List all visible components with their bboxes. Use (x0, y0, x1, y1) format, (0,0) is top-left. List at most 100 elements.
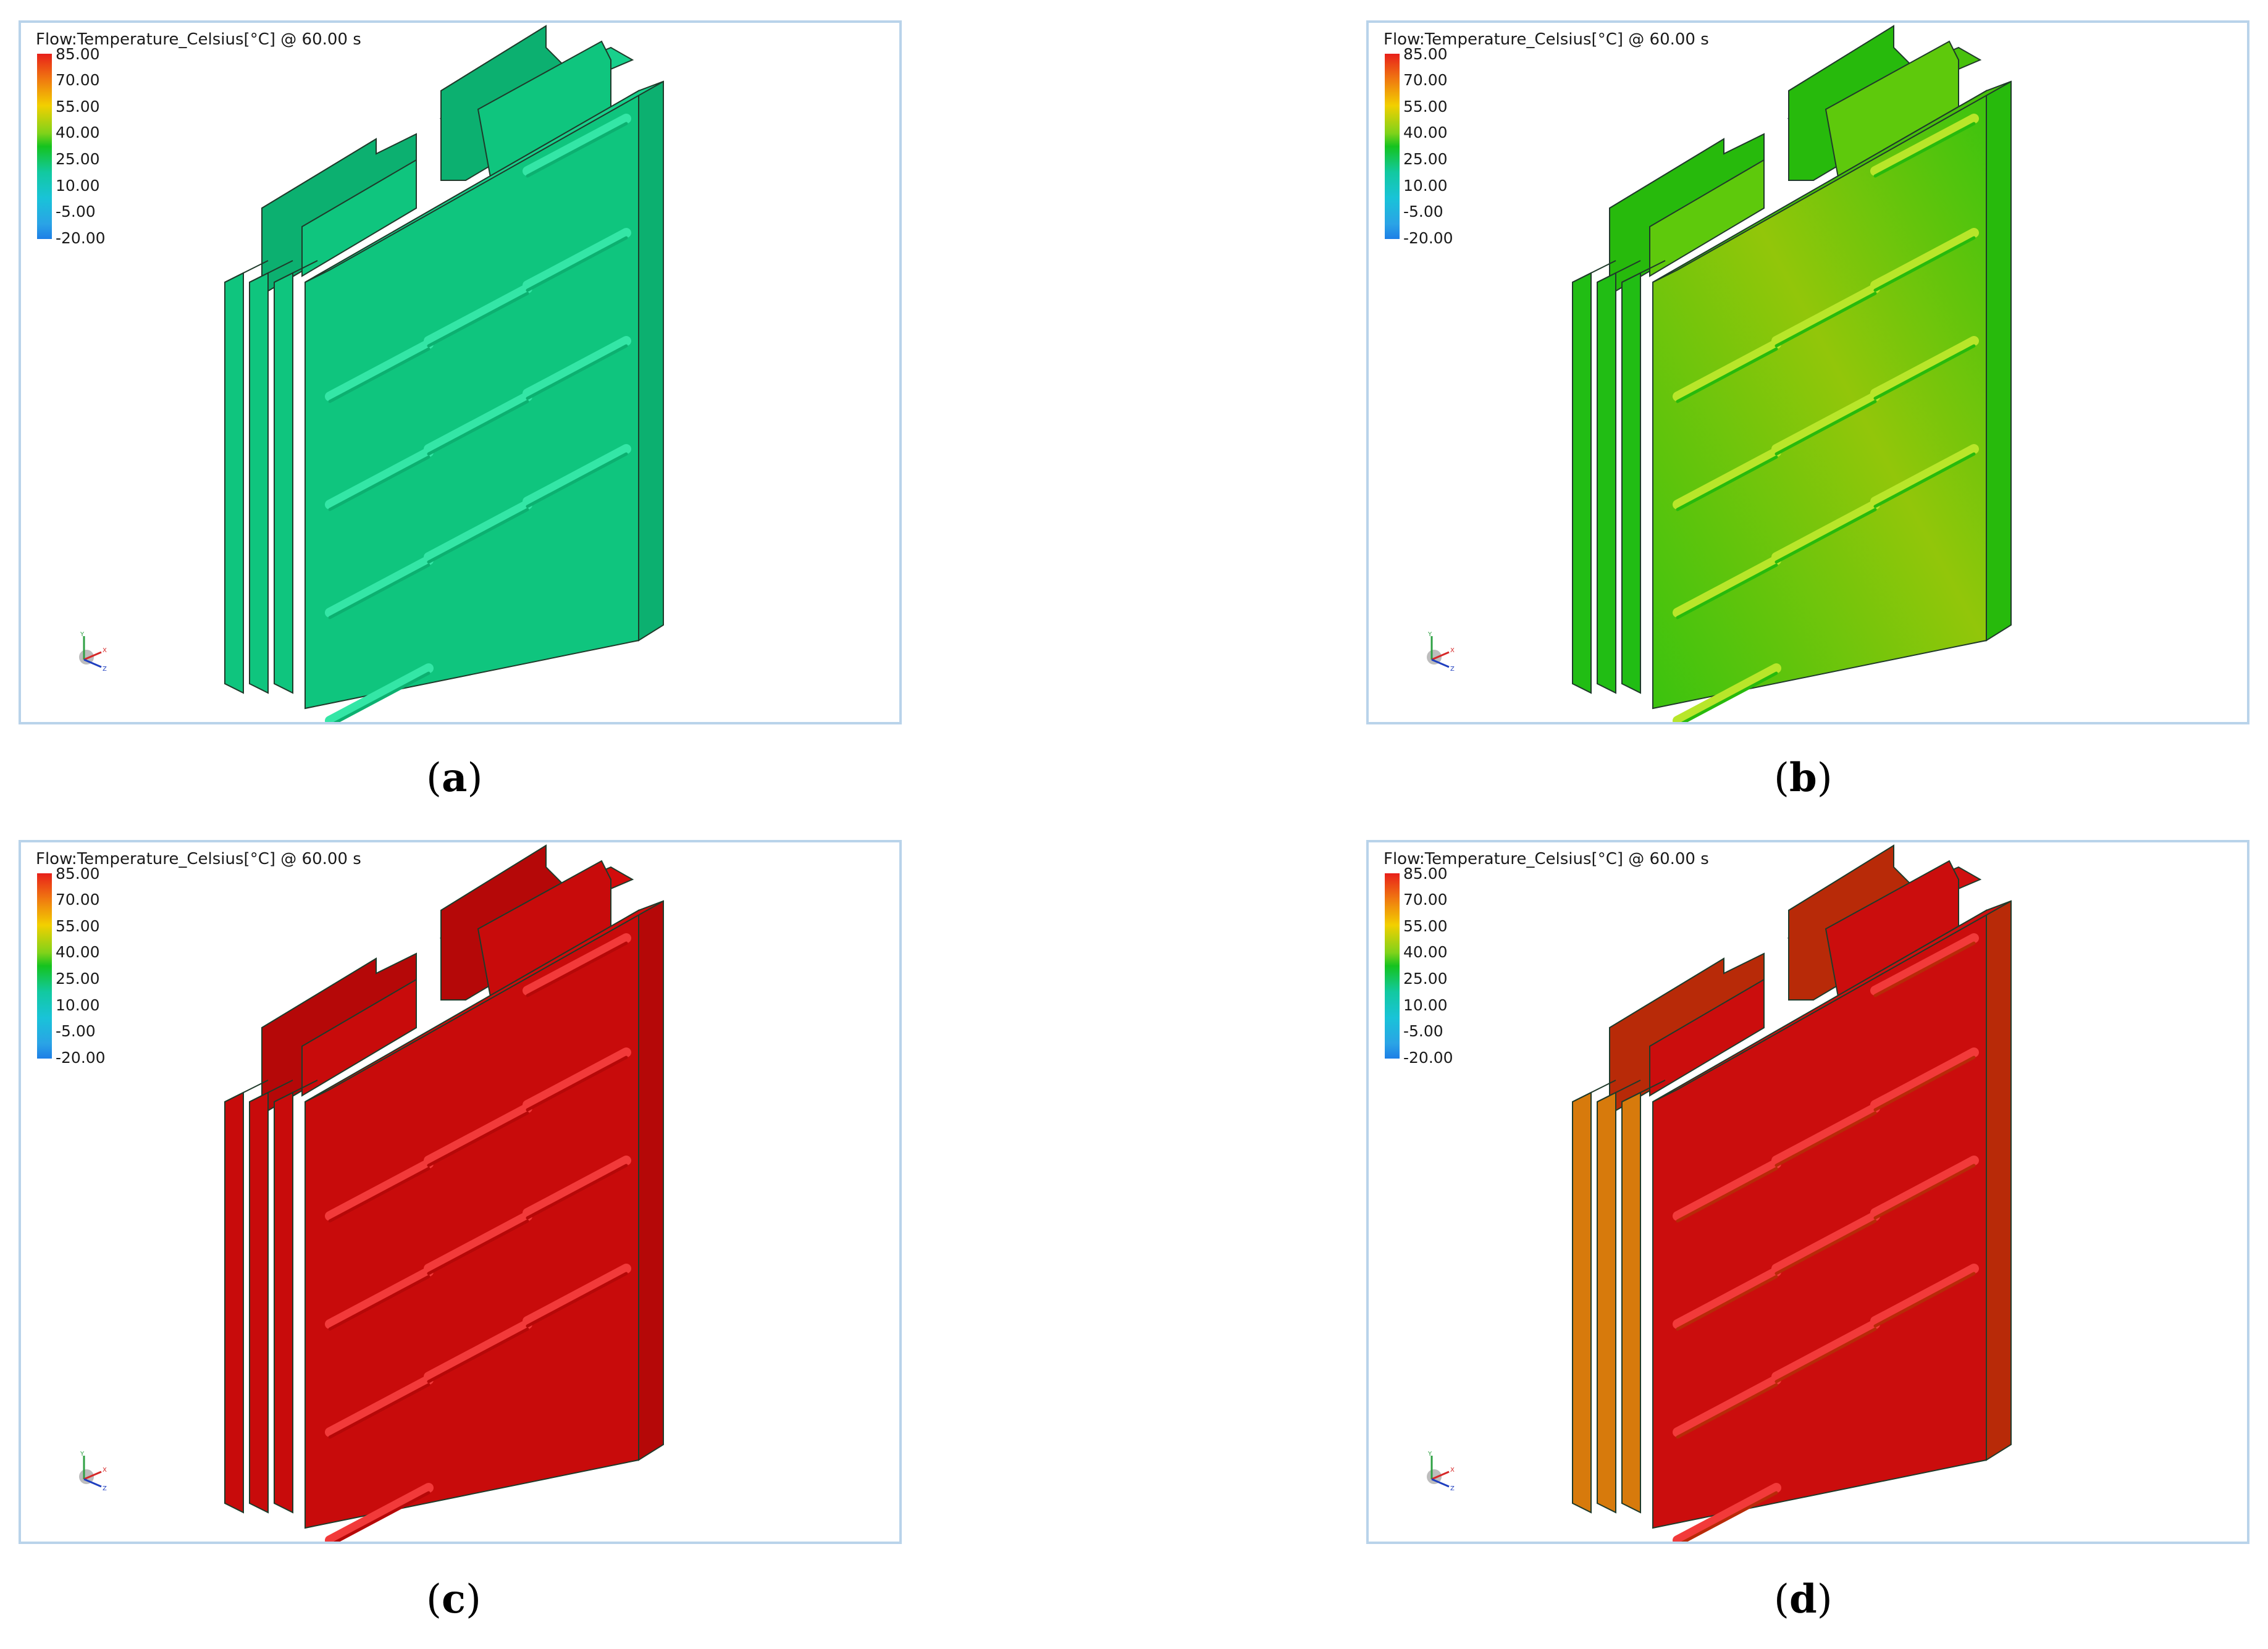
viewport-panel-a[interactable]: Flow:Temperature_Celsius[°C] @ 60.00 s 8… (19, 20, 902, 724)
terminal-tab (1649, 978, 1765, 1097)
cooling-groove (1673, 663, 1781, 722)
cooling-groove (1870, 1264, 1979, 1326)
triad-z-axis (1431, 1478, 1450, 1488)
cooling-groove (424, 1211, 532, 1273)
cooling-groove (325, 1375, 434, 1437)
legend-tick: 85.00 (56, 865, 100, 883)
legend-tick: -20.00 (56, 229, 106, 247)
battery-cell-model[interactable] (1369, 842, 2247, 1542)
cooling-groove (325, 1483, 434, 1542)
battery-cell-model[interactable] (1369, 23, 2247, 722)
terminal-tab (301, 159, 417, 277)
triad-x-label: X (103, 647, 107, 654)
triad-origin (1427, 650, 1442, 665)
cooling-groove (1771, 283, 1880, 346)
cell-right-edge (638, 80, 664, 642)
cell-side-slab (1621, 1080, 1666, 1102)
cooling-groove (1873, 1055, 1976, 1112)
cell-side-slab (224, 272, 244, 694)
viewport-panel-c[interactable]: Flow:Temperature_Celsius[°C] @ 60.00 s 8… (19, 840, 902, 1544)
triad-z-axis (83, 1478, 102, 1488)
cooling-groove (424, 1319, 532, 1382)
cooling-groove (1774, 400, 1877, 456)
cooling-groove (325, 663, 434, 722)
cooling-groove (1870, 228, 1979, 290)
cell-side-slab (249, 272, 269, 694)
triad-z-label: Z (1450, 666, 1455, 673)
cooling-groove (427, 508, 529, 564)
cell-side-slab (224, 260, 269, 283)
panel-caption-a: (a) (426, 755, 483, 801)
cooling-groove (526, 1055, 628, 1112)
cell-side-slab (1572, 1091, 1592, 1514)
cooling-groove (427, 292, 529, 348)
triad-x-axis (1431, 1471, 1450, 1480)
battery-cell-model[interactable] (21, 23, 899, 722)
cooling-groove (523, 114, 631, 176)
cooling-groove (523, 933, 631, 996)
axis-triad-icon[interactable]: Y X Z (70, 631, 114, 674)
legend-tick: 10.00 (1403, 177, 1448, 195)
temperature-legend-bar (1385, 873, 1400, 1059)
cooling-groove (523, 1156, 631, 1218)
cell-side-slab (1572, 260, 1616, 283)
triad-x-axis (1431, 651, 1450, 661)
legend-tick: 25.00 (1403, 970, 1448, 988)
cell-side-slab (1597, 1091, 1616, 1514)
legend-tick: 85.00 (56, 45, 100, 63)
result-title: Flow:Temperature_Celsius[°C] @ 60.00 s (1384, 30, 1709, 49)
cooling-groove (427, 1219, 529, 1275)
result-title: Flow:Temperature_Celsius[°C] @ 60.00 s (1384, 850, 1709, 868)
legend-tick: 10.00 (56, 177, 100, 195)
temperature-legend-bar (1385, 54, 1400, 239)
cooling-groove (325, 447, 434, 510)
cell-side-slab (224, 1091, 244, 1514)
axis-triad-icon[interactable]: Y X Z (1418, 631, 1461, 674)
cooling-groove (1676, 1383, 1778, 1439)
cooling-groove (1774, 508, 1877, 564)
cooling-groove (523, 336, 631, 398)
cell-side-slab (1597, 1080, 1641, 1102)
axis-triad-icon[interactable]: Y X Z (1418, 1451, 1461, 1494)
viewport-panel-d[interactable]: Flow:Temperature_Celsius[°C] @ 60.00 s 8… (1366, 840, 2249, 1544)
cooling-groove (526, 452, 628, 508)
cooling-groove (1681, 671, 1778, 722)
triad-y-label: Y (1427, 631, 1432, 638)
triad-origin (79, 650, 94, 665)
cooling-groove (1673, 339, 1781, 401)
viewport-panel-b[interactable]: Flow:Temperature_Celsius[°C] @ 60.00 s 8… (1366, 20, 2249, 724)
triad-y-label: Y (1427, 1451, 1432, 1458)
cooling-groove (1873, 1164, 1976, 1220)
cooling-groove (1673, 1375, 1781, 1437)
legend-tick: -20.00 (1403, 1049, 1453, 1067)
cell-top-edge (1652, 900, 2012, 1102)
cooling-groove (1676, 347, 1778, 403)
triad-x-axis (83, 651, 102, 661)
cell-top-edge (1652, 81, 2012, 283)
cooling-groove (427, 400, 529, 456)
triad-origin (79, 1469, 94, 1484)
panel-caption-b: (b) (1774, 755, 1833, 801)
legend-tick: -20.00 (56, 1049, 106, 1067)
cell-side-slab (1621, 272, 1641, 694)
legend-tick: 55.00 (1403, 98, 1448, 115)
cooling-groove (1673, 1159, 1781, 1221)
cell-side-slab (1597, 260, 1641, 283)
cooling-groove (1676, 1167, 1778, 1223)
axis-triad-icon[interactable]: Y X Z (70, 1451, 114, 1494)
cooling-groove (325, 1267, 434, 1329)
panel-caption-c: (c) (426, 1576, 481, 1622)
cooling-groove (427, 1111, 529, 1167)
cooling-groove (526, 941, 628, 997)
cooling-groove (325, 1159, 434, 1221)
legend-tick: 70.00 (1403, 891, 1448, 908)
triad-z-label: Z (103, 1485, 107, 1492)
triad-x-label: X (1450, 647, 1455, 654)
cooling-groove (328, 1275, 430, 1331)
legend-tick: 85.00 (1403, 865, 1448, 883)
cell-side-slab (1621, 260, 1666, 283)
cell-right-edge (1986, 900, 2012, 1461)
cell-side-slab (1572, 1080, 1616, 1102)
cooling-groove (1873, 122, 1976, 178)
battery-cell-model[interactable] (21, 842, 899, 1542)
